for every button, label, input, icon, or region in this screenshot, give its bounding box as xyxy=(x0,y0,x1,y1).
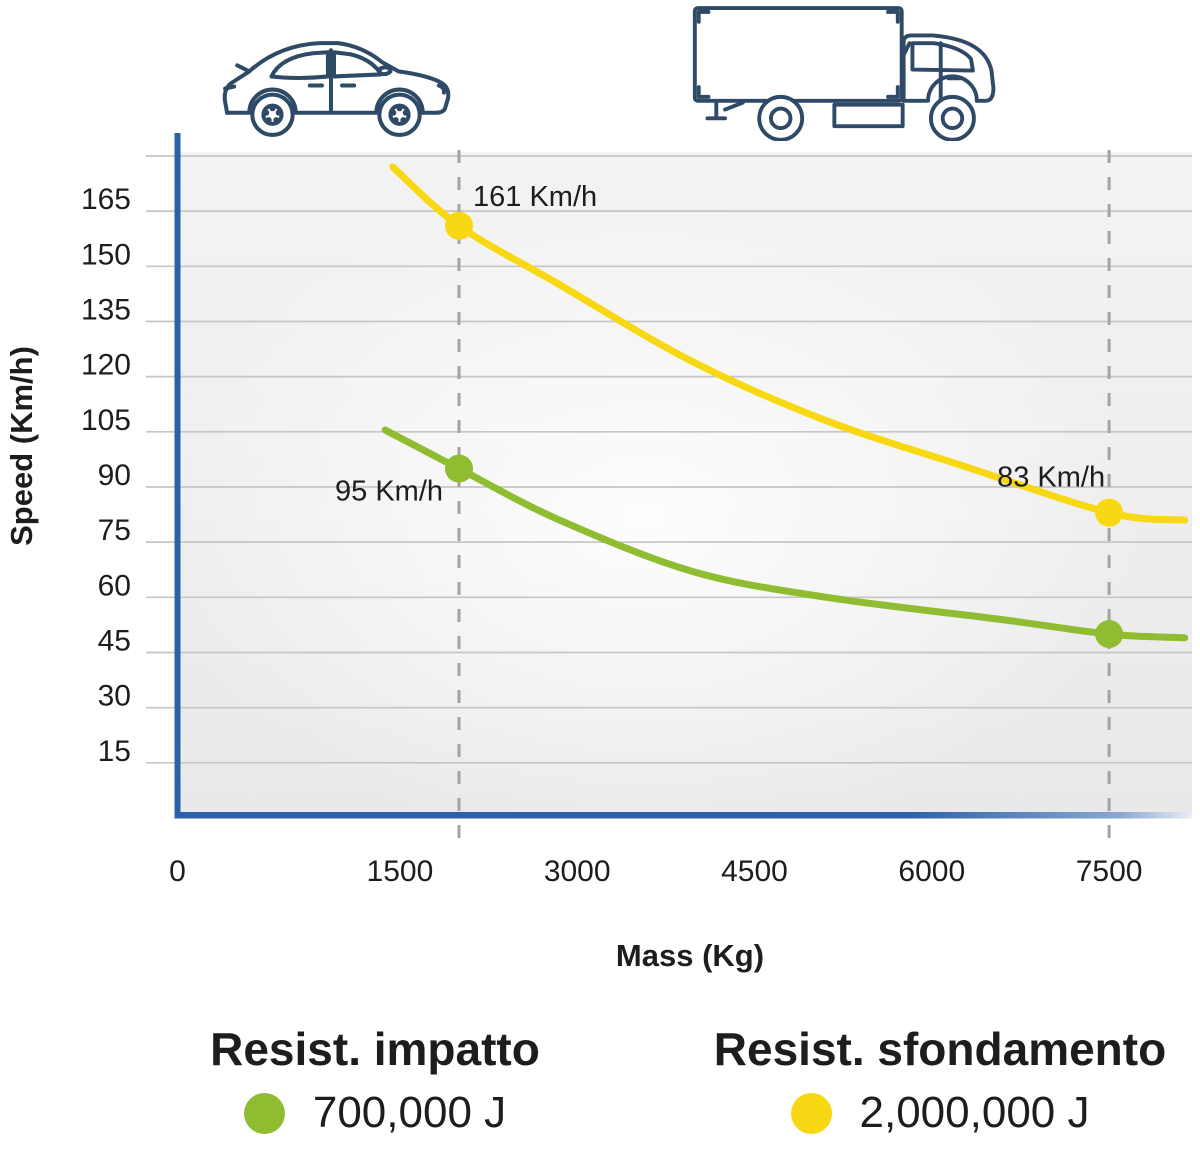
curve-sfondamento xyxy=(389,163,1189,524)
legend-impatto: Resist. impatto 700,000 J xyxy=(150,1026,600,1138)
y-axis-line xyxy=(174,133,181,818)
x-tick-label-6000: 6000 xyxy=(898,855,965,888)
x-tick-label-3000: 3000 xyxy=(544,855,611,888)
marker-label-7500kg: 83 Km/h xyxy=(997,462,1105,494)
legend-sfondamento: Resist. sfondamento 2,000,000 J xyxy=(640,1026,1200,1138)
x-tick-label-4500: 4500 xyxy=(721,855,788,888)
legend-impatto-value: 700,000 J xyxy=(312,1088,507,1137)
speed-mass-chart: 161 Km/h95 Km/h 83 Km/h 16515013512010590… xyxy=(4,133,1192,973)
marker-dot-2000kg xyxy=(445,211,473,240)
y-tick-label-60: 60 xyxy=(98,569,131,602)
marker-dot-2000kg xyxy=(445,454,473,483)
legend-sfondamento-row: 2,000,000 J xyxy=(790,1088,1090,1138)
y-tick-label-90: 90 xyxy=(98,459,131,492)
marker-label-2000kg: 95 Km/h xyxy=(335,476,443,508)
y-tick-label-135: 135 xyxy=(81,294,131,327)
legend-sfondamento-value: 2,000,000 J xyxy=(859,1088,1090,1137)
curve-impatto xyxy=(381,426,1189,642)
y-tick-label-30: 30 xyxy=(98,680,131,713)
x-axis-title: Mass (Kg) xyxy=(616,938,764,973)
marker-dot-7500kg xyxy=(1095,620,1124,649)
sfondamento-dot-icon xyxy=(790,1092,832,1134)
marker-label-2000kg: 161 Km/h xyxy=(473,181,597,213)
y-tick-label-120: 120 xyxy=(81,349,131,382)
y-tick-label-150: 150 xyxy=(81,238,131,271)
x-tick-label-1500: 1500 xyxy=(367,855,434,888)
y-tick-label-165: 165 xyxy=(81,183,131,216)
legend-impatto-row: 700,000 J xyxy=(243,1088,507,1138)
y-tick-label-105: 105 xyxy=(81,404,131,437)
y-tick-label-75: 75 xyxy=(98,514,131,547)
legend-impatto-title: Resist. impatto xyxy=(210,1023,540,1075)
x-tick-label-0: 0 xyxy=(169,855,186,888)
x-tick-label-7500: 7500 xyxy=(1076,855,1143,888)
car-icon xyxy=(222,41,451,137)
x-axis-line xyxy=(174,812,1192,819)
truck-icon xyxy=(692,6,996,141)
y-tick-label-45: 45 xyxy=(98,625,131,658)
legend-sfondamento-title: Resist. sfondamento xyxy=(713,1023,1167,1075)
marker-dot-7500kg xyxy=(1095,498,1124,527)
y-tick-label-15: 15 xyxy=(98,735,131,768)
impatto-dot-icon xyxy=(243,1092,285,1134)
y-axis-title: Speed (Km/h) xyxy=(4,346,39,546)
